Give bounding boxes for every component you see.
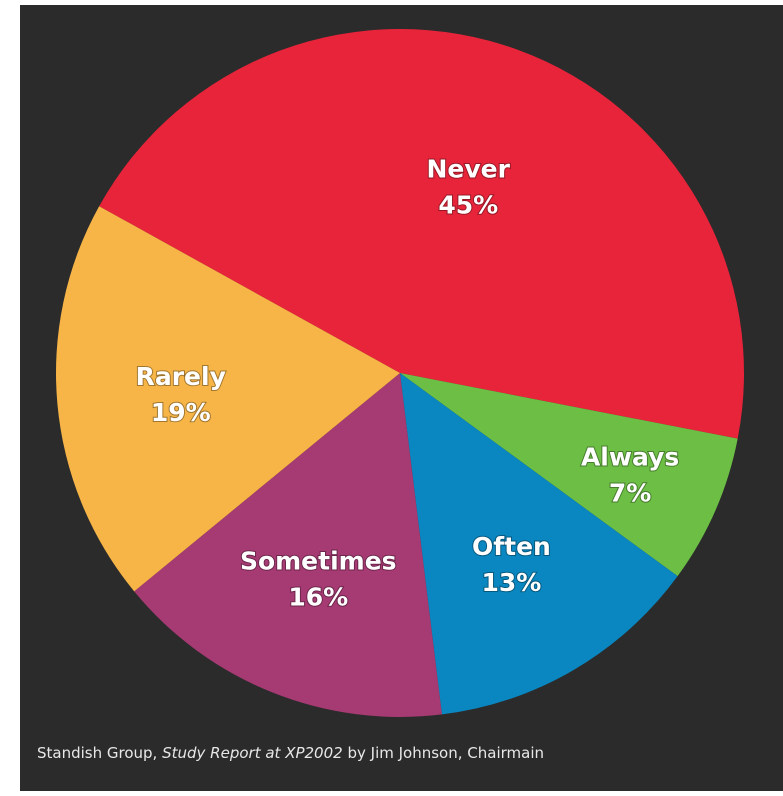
pie-slice-rarely xyxy=(56,206,401,592)
source-caption: Standish Group, Study Report at XP2002 b… xyxy=(37,744,544,762)
chart-panel: Never 45% Always 7% Often 13% Sometimes 16% Rare… xyxy=(20,5,783,791)
pie-slice-often xyxy=(400,373,678,715)
pie-slice-always xyxy=(400,373,738,577)
caption-source: Standish Group, xyxy=(37,744,158,762)
pie-slice-sometimes xyxy=(134,373,442,717)
slice-percent-rarely: 19% xyxy=(151,398,211,427)
pie-chart: Never 45% Always 7% Often 13% Sometimes 16% Rare… xyxy=(56,28,745,717)
slice-percent-never: 45% xyxy=(438,191,498,220)
slice-percent-always: 7% xyxy=(609,479,651,508)
slice-label-sometimes: Sometimes xyxy=(240,546,397,575)
slice-label-always: Always xyxy=(581,443,679,472)
slice-label-never: Never xyxy=(427,155,511,184)
slice-label-rarely: Rarely xyxy=(136,362,226,391)
slice-label-often: Often xyxy=(472,532,551,561)
caption-title: Study Report at XP2002 xyxy=(162,744,343,762)
slice-percent-sometimes: 16% xyxy=(288,582,348,611)
pie-slice-never xyxy=(99,28,745,439)
slice-percent-often: 13% xyxy=(481,568,541,597)
caption-author: by Jim Johnson, Chairmain xyxy=(347,744,544,762)
